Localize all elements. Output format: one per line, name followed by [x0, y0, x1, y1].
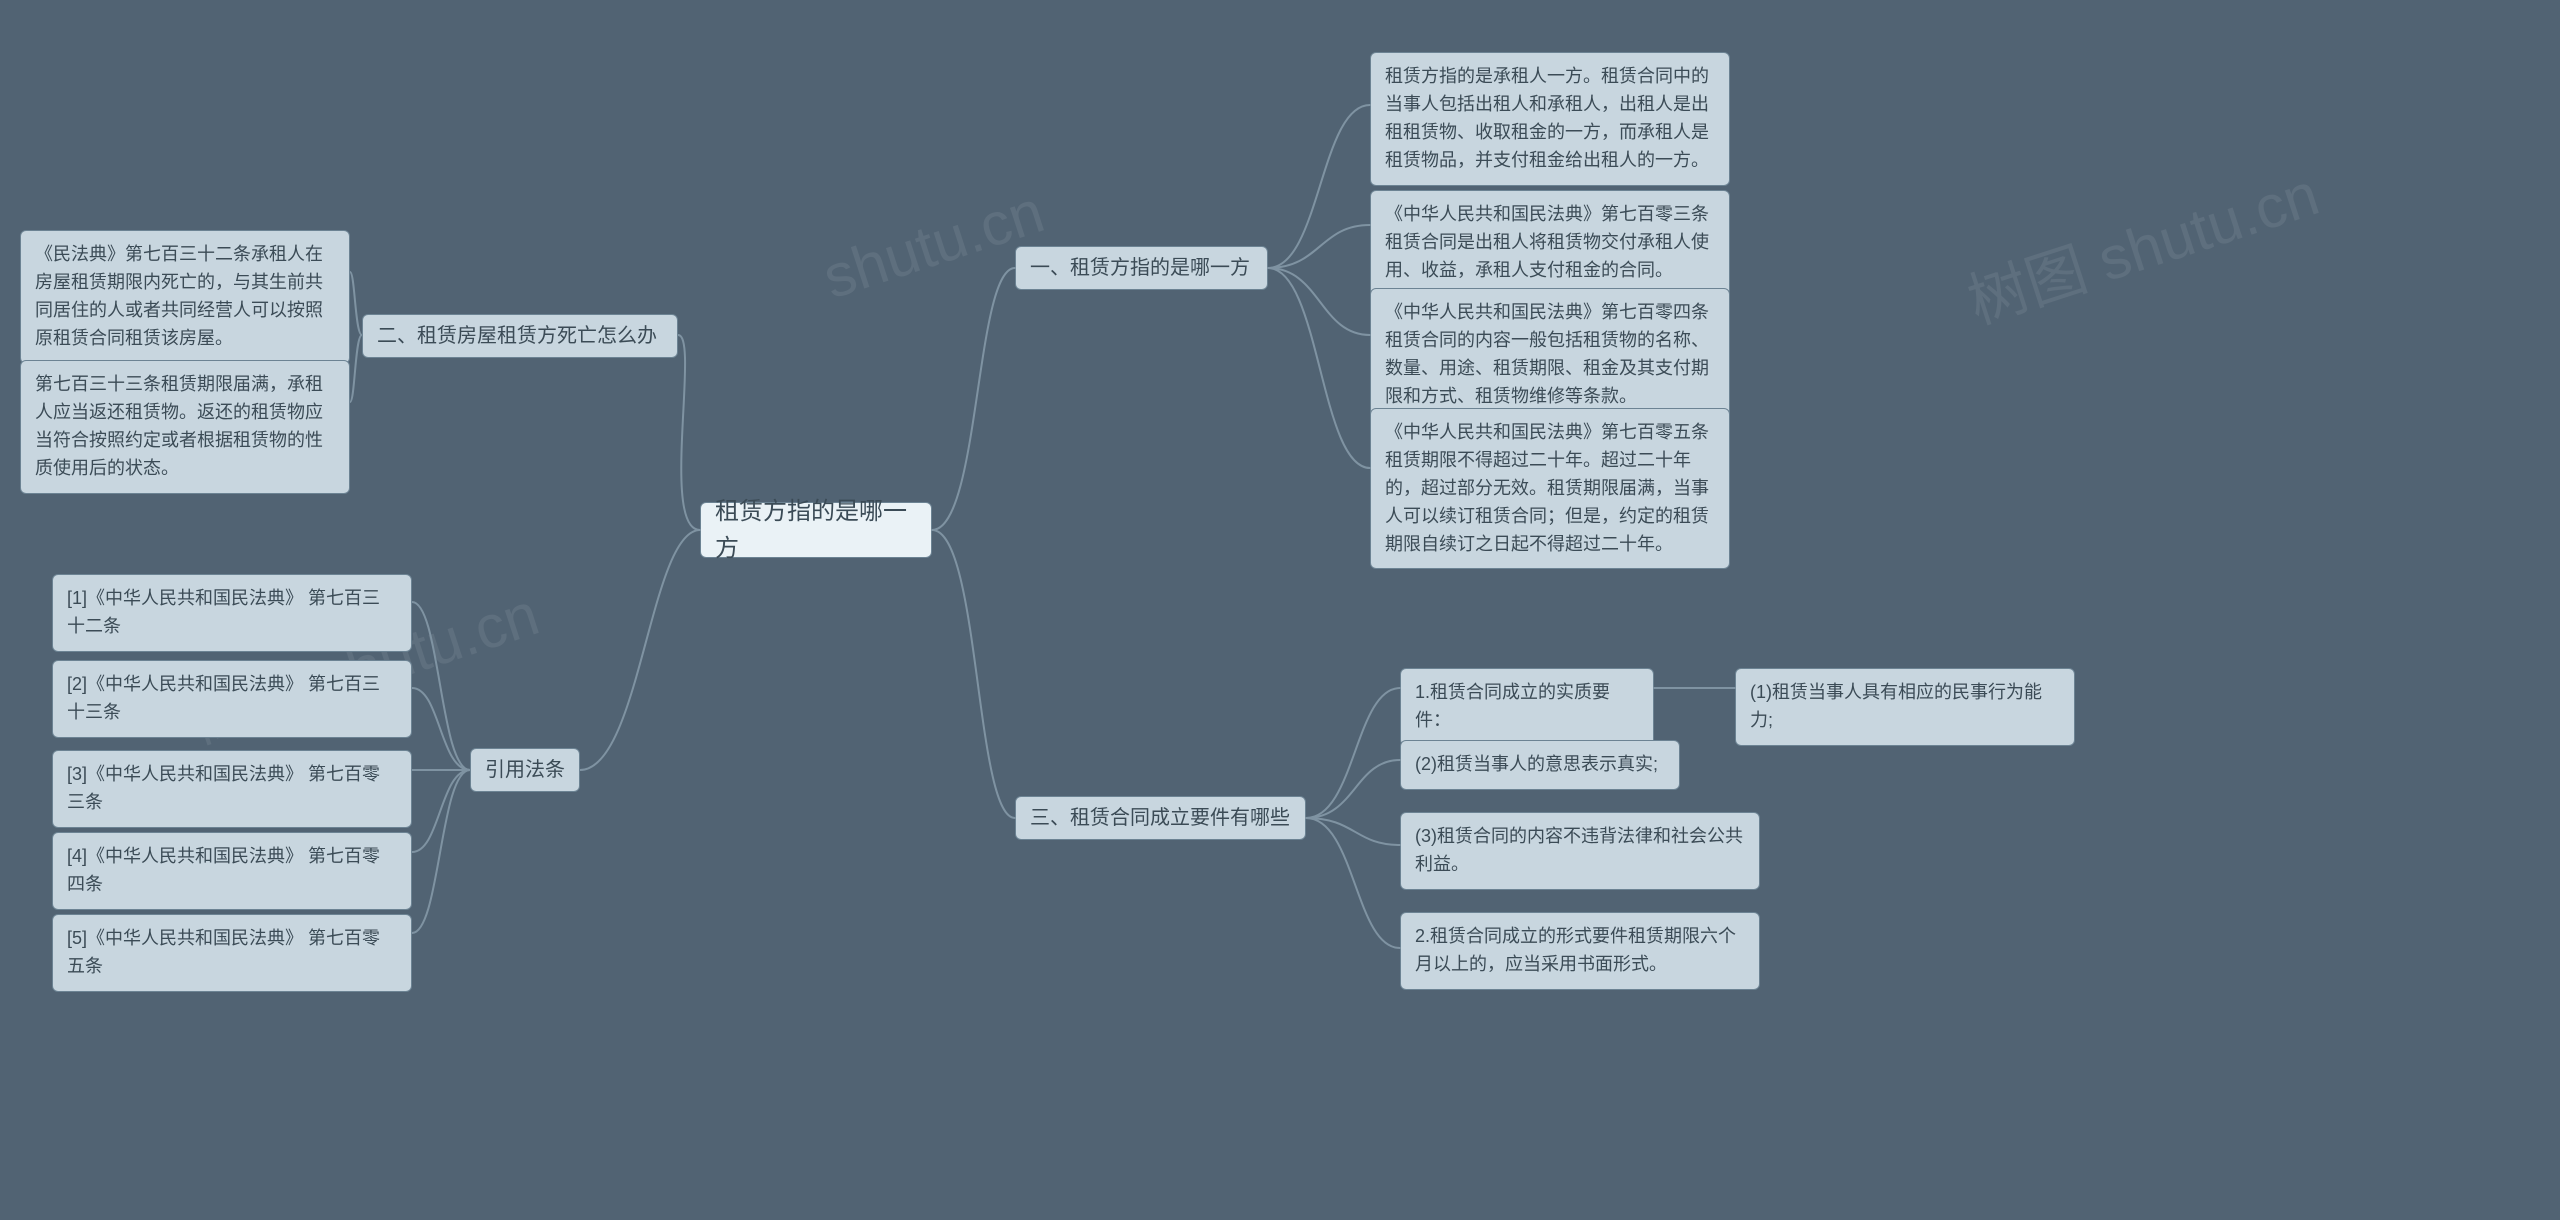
branch-4: 引用法条	[470, 748, 580, 792]
branch4-leaf-3: [4]《中华人民共和国民法典》 第七百零四条	[52, 832, 412, 910]
branch4-leaf-2: [3]《中华人民共和国民法典》 第七百零三条	[52, 750, 412, 828]
branch-2-clean: 二、租赁房屋租赁方死亡怎么办	[362, 314, 678, 358]
branch2-leaf-1: 第七百三十三条租赁期限届满，承租人应当返还租赁物。返还的租赁物应当符合按照约定或…	[20, 360, 350, 494]
branch2-leaf-0: 《民法典》第七百三十二条承租人在房屋租赁期限内死亡的，与其生前共同居住的人或者共…	[20, 230, 350, 364]
branch4-leaf-4: [5]《中华人民共和国民法典》 第七百零五条	[52, 914, 412, 992]
branch4-leaf-0: [1]《中华人民共和国民法典》 第七百三十二条	[52, 574, 412, 652]
branch4-leaf-1: [2]《中华人民共和国民法典》 第七百三十三条	[52, 660, 412, 738]
